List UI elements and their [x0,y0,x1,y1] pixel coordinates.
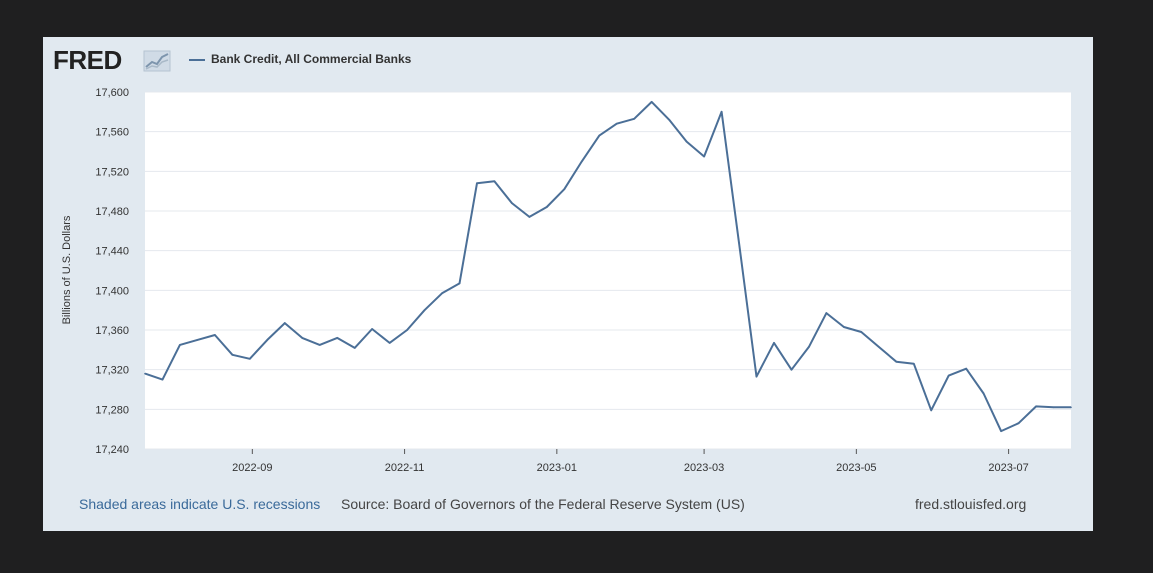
y-tick-label: 17,560 [95,127,129,139]
data-point [598,134,601,137]
data-point [283,322,286,324]
data-point [965,367,967,370]
data-point [563,188,566,190]
y-tick-label: 17,520 [95,166,129,178]
line-chart: 17,240 17,280 17,320 17,360 17,400 17,440 17,4… [61,87,1072,474]
data-point [843,326,845,328]
x-axis: 2022-09 2022-11 2023-01 2023-03 2023-05 2023-… [232,449,1029,474]
data-point [546,206,548,208]
series-group [144,100,1072,433]
data-point [266,339,269,341]
data-point [249,357,251,360]
data-point [1052,406,1055,409]
recessions-link[interactable]: Shaded areas indicate U.S. recessions [79,496,321,512]
data-point [808,346,810,348]
data-point [336,337,338,339]
data-point [912,362,915,365]
x-tick-label: 2023-01 [537,462,577,474]
data-point [161,378,164,381]
y-tick-label: 17,280 [95,404,129,416]
chart-card: FRED Bank Credit, All Commercial Banks 1… [43,37,1093,531]
y-tick-label: 17,320 [95,365,129,377]
data-point [528,216,531,218]
y-tick-label: 17,600 [95,87,129,99]
data-point [1070,406,1072,409]
series-line [144,100,1071,433]
data-point [511,202,513,204]
data-point [441,292,443,295]
data-point [353,347,356,349]
data-point [615,122,618,125]
data-point [860,331,863,333]
data-point [406,329,408,331]
data-point [144,372,146,375]
data-point [231,353,234,356]
site-link[interactable]: fred.stlouisfed.org [915,496,1027,512]
data-point [1035,405,1037,408]
data-point [318,344,321,346]
data-point [895,360,898,363]
y-tick-label: 17,440 [95,246,129,258]
plot-area [145,92,1071,449]
x-tick-label: 2023-03 [684,462,724,474]
data-point [773,342,775,344]
data-point [650,101,653,103]
x-tick-label: 2023-07 [988,462,1028,474]
data-point [703,155,705,158]
data-point [878,346,880,348]
x-tick-label: 2022-11 [385,462,425,474]
x-tick-label: 2023-05 [836,462,876,474]
x-tick-label: 2022-09 [232,462,272,474]
data-point [790,368,793,371]
data-point [388,342,391,344]
legend-label: Bank Credit, All Commercial Banks [211,52,412,66]
y-tick-label: 17,480 [95,206,129,218]
data-point [458,282,461,285]
data-point [423,309,426,311]
source-note: Source: Board of Governors of the Federa… [341,496,745,512]
legend-swatch [189,59,205,61]
data-point [476,182,478,185]
y-axis-label: Billions of U.S. Dollars [61,215,73,324]
data-point [668,118,670,121]
data-point [1017,422,1020,425]
data-point [685,140,688,143]
y-tick-label: 17,400 [95,285,129,297]
y-axis: 17,240 17,280 17,320 17,360 17,400 17,440 17,4… [95,87,129,456]
fred-logo[interactable]: FRED [53,45,122,75]
data-point [930,409,933,412]
y-tick-label: 17,240 [95,444,129,456]
data-point [982,392,985,395]
data-point [947,374,950,377]
data-point [755,375,758,378]
data-point [214,334,216,336]
data-point [580,160,583,163]
data-point [720,111,723,113]
data-point [179,344,181,346]
data-point [633,117,636,120]
data-point [196,339,199,341]
data-point [493,180,496,183]
chart-line-icon [143,50,171,72]
data-point [1000,430,1002,432]
data-point [738,241,740,244]
data-point [371,328,373,330]
data-point [825,312,828,314]
data-point [301,337,304,339]
y-tick-label: 17,360 [95,325,129,337]
